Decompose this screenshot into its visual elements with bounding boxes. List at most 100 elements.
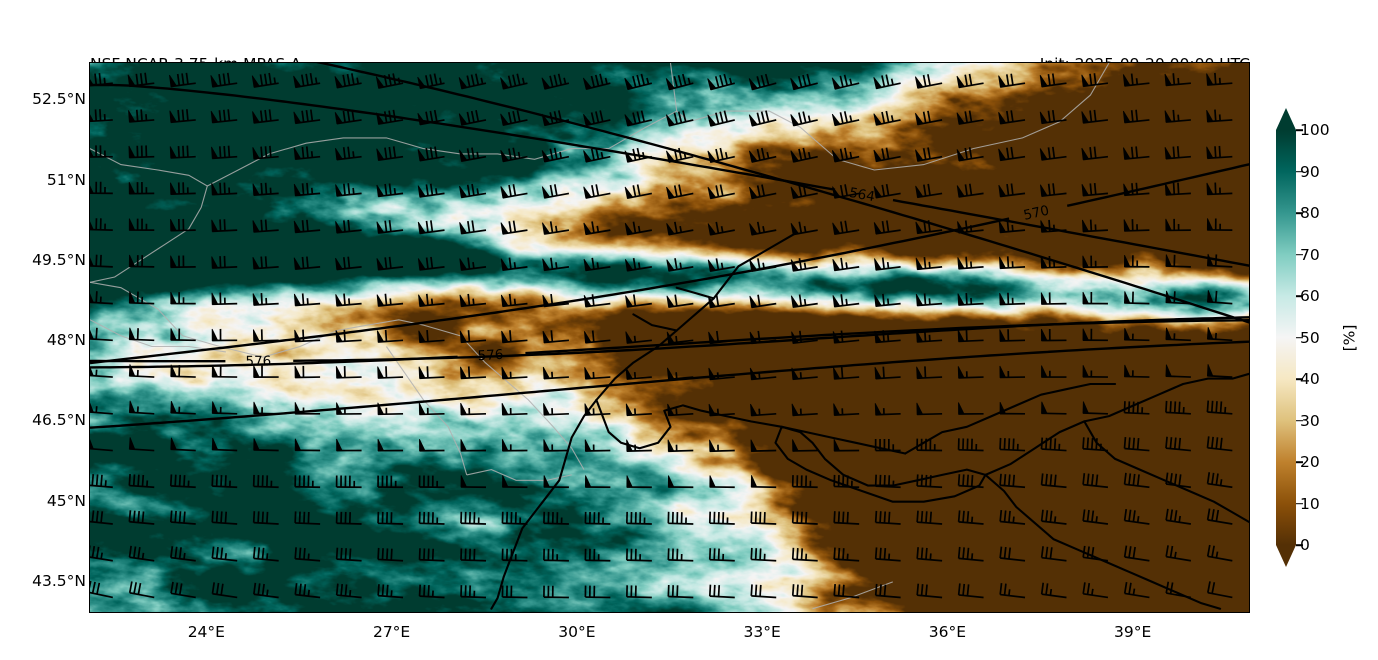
wind-barb [128, 364, 155, 378]
wind-barb [418, 402, 445, 416]
wind-barb [1206, 472, 1233, 489]
wind-barb [334, 73, 362, 89]
latitude-tick-label: 52.5°N [32, 90, 86, 109]
height-contour-line [316, 63, 1249, 324]
country-border [466, 469, 572, 481]
wind-barb [667, 403, 694, 417]
wind-barb [999, 473, 1026, 489]
wind-barb [625, 294, 652, 308]
wind-barb [833, 403, 860, 416]
colorbar-tick-label: 30 [1300, 411, 1320, 430]
wind-barb [335, 219, 362, 234]
wind-barb [1123, 182, 1150, 197]
colorbar-extend-max [1276, 108, 1296, 130]
wind-barb [748, 110, 777, 127]
wind-barb [666, 147, 694, 163]
country-border [669, 63, 1110, 171]
wind-barb [418, 511, 445, 525]
wind-barb [543, 585, 569, 599]
wind-barb [90, 109, 113, 123]
wind-barb [335, 146, 362, 161]
wind-barb [294, 511, 321, 525]
latitude-tick-label: 48°N [46, 331, 86, 350]
wind-barb [1081, 219, 1108, 233]
wind-barb [211, 474, 238, 489]
map-plot-area[interactable]: 564 570 576 576 [89, 62, 1250, 613]
wind-barb [543, 548, 569, 562]
wind-barb [1123, 146, 1150, 160]
colorbar-extend-min [1276, 545, 1296, 567]
longitude-tick-label: 30°E [558, 623, 596, 641]
wind-barb [460, 475, 486, 489]
wind-barb [1164, 109, 1191, 123]
wind-barb [709, 475, 735, 489]
coastline [632, 313, 678, 332]
wind-barb [998, 146, 1026, 162]
wind-barb [294, 438, 321, 452]
wind-barb [831, 74, 860, 90]
height-contour-line [90, 217, 1010, 365]
wind-barb [707, 294, 735, 309]
wind-barb [211, 182, 238, 196]
wind-barb [916, 366, 943, 380]
wind-barb [583, 110, 611, 127]
wind-barb [583, 330, 611, 344]
wind-barb [874, 510, 901, 525]
wind-barb [211, 219, 238, 233]
wind-barb [916, 402, 943, 416]
wind-barb [874, 547, 901, 562]
wind-barb [293, 73, 321, 89]
wind-barb [169, 145, 196, 159]
wind-barb [874, 366, 901, 380]
height-contour-line [892, 198, 1249, 267]
wind-barb [377, 366, 404, 379]
wind-barb [750, 475, 777, 489]
height-contour-label: 570 [1022, 203, 1051, 224]
wind-barb [1124, 254, 1150, 268]
wind-barb [90, 439, 113, 452]
height-contour-line [90, 340, 1249, 429]
wind-barb [998, 73, 1026, 88]
wind-barb [707, 147, 735, 163]
wind-barb [957, 474, 984, 489]
wind-barb [501, 511, 528, 525]
wind-barb [1082, 365, 1108, 378]
wind-barb [500, 257, 528, 271]
longitude-tick-label: 36°E [928, 623, 967, 641]
wind-barb [1206, 182, 1233, 196]
wind-barb [749, 330, 777, 345]
wind-barb [707, 258, 735, 272]
wind-barb [253, 438, 279, 452]
wind-barb [128, 545, 155, 562]
wind-barb [335, 475, 362, 489]
wind-barb [376, 146, 404, 161]
wind-barb [542, 366, 569, 380]
wind-barb [128, 581, 155, 599]
wind-barb [1081, 146, 1109, 161]
wind-barb [253, 401, 279, 415]
wind-barb [170, 328, 196, 342]
wind-barb [790, 184, 818, 200]
wind-barb [626, 475, 652, 489]
wind-barb [460, 511, 487, 525]
wind-barb [500, 220, 528, 235]
wind-barb [458, 73, 487, 90]
wind-barb [377, 511, 404, 525]
wind-barb [211, 365, 238, 378]
wind-barb [169, 182, 196, 196]
colorbar[interactable] [1276, 108, 1296, 567]
latitude-tick-label: 43.5°N [32, 571, 86, 590]
colorbar-tick-label: 90 [1300, 162, 1320, 181]
wind-barb [335, 366, 362, 379]
coastline [1083, 420, 1249, 524]
wind-barb [998, 256, 1026, 270]
colorbar-tick-mark [1296, 336, 1303, 339]
wind-barb [417, 109, 445, 126]
wind-barb [999, 583, 1026, 599]
wind-barb [417, 220, 445, 235]
wind-barb [418, 330, 445, 344]
wind-barb [459, 293, 487, 308]
wind-barb [501, 439, 528, 452]
wind-barb [1082, 473, 1109, 489]
wind-barb [541, 73, 570, 90]
